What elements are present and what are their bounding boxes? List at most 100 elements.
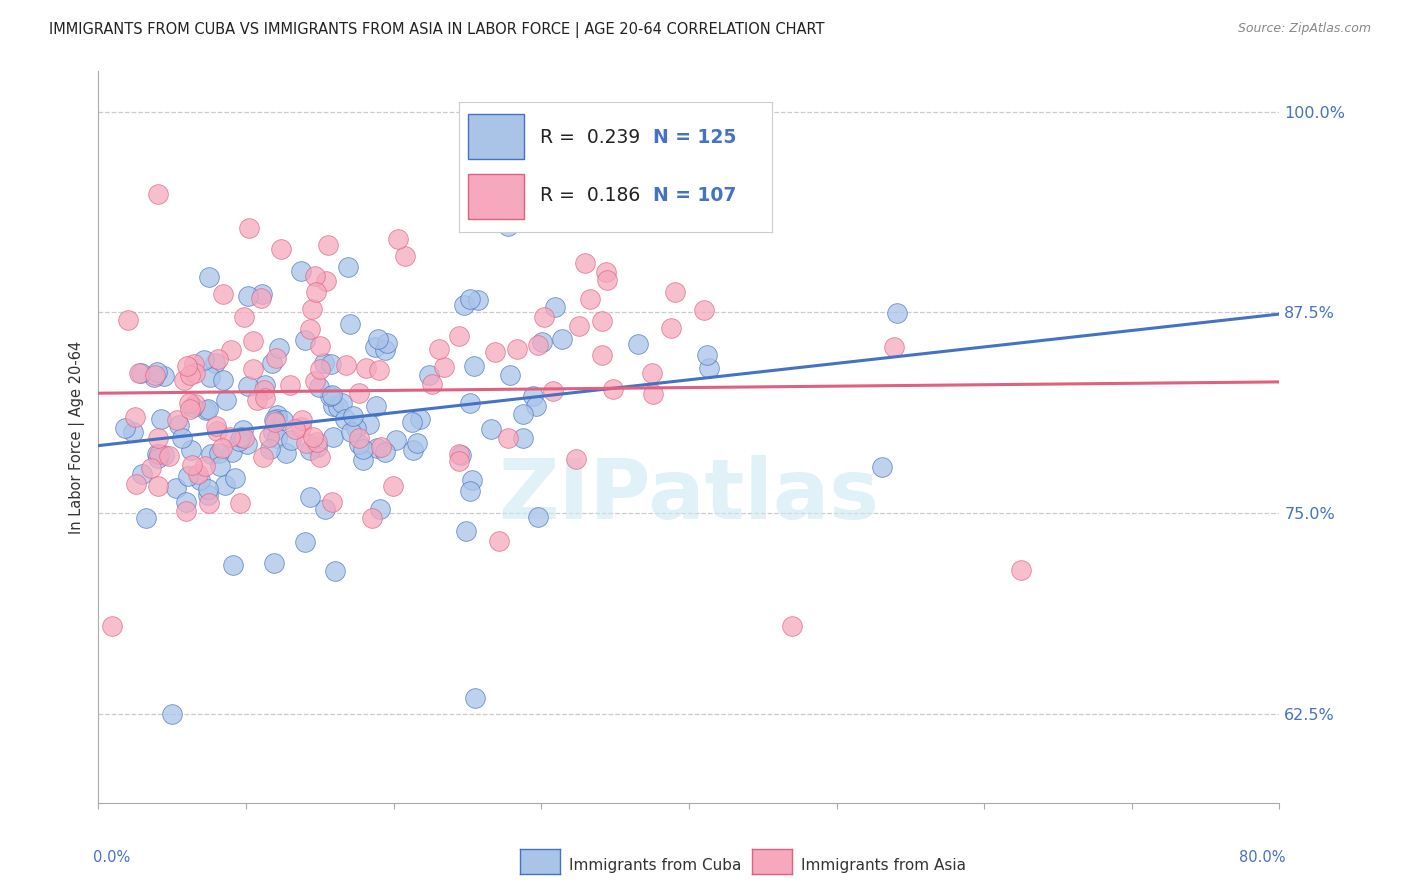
Point [181,400,204,414]
Point [427,342,450,356]
Text: Source: ZipAtlas.com: Source: ZipAtlas.com [1237,22,1371,36]
Point [208,446,231,460]
Point [533,310,555,324]
Point [242,334,264,348]
Point [231,429,253,443]
Point [321,357,343,371]
Point [333,412,356,426]
Point [298,443,321,458]
Point [135,511,157,525]
Point [252,450,274,465]
Point [207,351,229,366]
Point [177,468,200,483]
Point [266,412,288,426]
Point [460,292,482,306]
Point [512,407,534,421]
Point [184,397,207,411]
Point [322,430,344,444]
Point [326,400,349,414]
Text: Immigrants from Asia: Immigrants from Asia [801,858,966,872]
Point [499,368,522,382]
Point [149,412,172,426]
Point [335,359,357,373]
Point [524,399,547,413]
Point [464,691,486,706]
Point [197,402,219,417]
Point [522,389,544,403]
Point [197,487,219,501]
Point [309,450,332,464]
Point [148,451,170,466]
Point [264,415,287,429]
Point [374,343,396,357]
Point [308,380,330,394]
Point [145,365,167,379]
Point [347,386,370,401]
Point [659,320,682,334]
Point [305,285,328,299]
Point [176,494,198,508]
Point [641,387,664,401]
Point [506,342,529,356]
Point [117,313,139,327]
Point [339,318,361,332]
Point [447,454,470,468]
Point [337,260,360,274]
Point [215,393,238,408]
Point [319,389,342,403]
Point [183,357,205,371]
Point [266,408,288,422]
Text: 0.0%: 0.0% [93,850,129,865]
Point [449,447,471,461]
Point [101,619,124,633]
Point [450,448,472,462]
Point [496,219,519,234]
Point [145,368,167,383]
Point [394,249,416,263]
Point [224,471,246,485]
Point [204,356,226,370]
Point [527,338,550,352]
Point [170,432,193,446]
Point [122,425,145,439]
Point [544,301,567,315]
Point [461,473,484,487]
Point [422,377,444,392]
Point [418,368,440,383]
Point [114,421,136,435]
Point [602,382,624,396]
Text: IMMIGRANTS FROM CUBA VS IMMIGRANTS FROM ASIA IN LABOR FORCE | AGE 20-64 CORRELAT: IMMIGRANTS FROM CUBA VS IMMIGRANTS FROM … [49,22,825,38]
Point [314,355,336,369]
Point [262,355,284,369]
Point [257,430,280,444]
Point [209,458,232,473]
Text: Immigrants from Cuba: Immigrants from Cuba [569,858,742,872]
Point [696,348,718,362]
Point [218,430,240,444]
Point [409,412,432,426]
Point [883,340,905,354]
Point [356,361,378,376]
Point [129,366,152,380]
Point [162,707,183,722]
Point [496,431,519,445]
Point [364,340,387,354]
Point [188,473,211,487]
Point [236,437,259,451]
Point [352,452,374,467]
Point [641,366,664,380]
Point [302,430,325,444]
Point [574,256,596,270]
Point [148,447,170,461]
Point [228,434,250,449]
Point [301,302,323,317]
Point [232,431,254,445]
Point [273,413,295,427]
Point [278,378,301,392]
Point [370,440,392,454]
Point [565,452,588,467]
Point [236,289,259,303]
Point [221,558,243,572]
Point [174,503,197,517]
Point [463,359,485,373]
